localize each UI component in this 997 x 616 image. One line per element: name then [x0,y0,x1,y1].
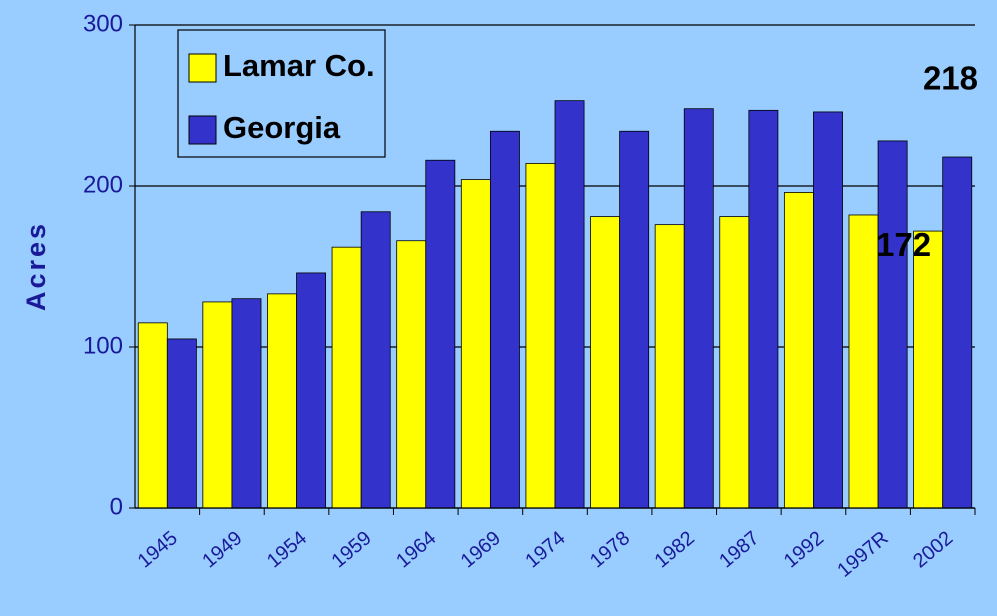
bar [783,192,814,509]
y-tick-label: 200 [83,171,123,198]
bar [654,224,685,509]
bar [619,130,650,509]
x-tick-label: 1954 [263,527,311,572]
x-tick-label: 1949 [198,527,246,572]
bar [554,100,585,509]
bar [877,140,908,509]
bar [748,109,779,509]
legend-label: Lamar Co. [223,48,375,83]
legend-swatch [188,115,217,145]
x-tick-label: 1964 [392,527,440,572]
bar [525,163,556,509]
x-tick-label: 1959 [328,527,376,572]
bar [267,293,297,509]
bar [590,216,621,509]
bar [425,159,456,509]
bar [813,111,843,509]
y-tick-label: 300 [83,10,123,37]
x-tick-label: 1978 [586,527,634,572]
y-axis-label: Acres [21,221,51,311]
bar [396,240,427,509]
x-tick-label: 2002 [909,527,957,572]
x-tick-label: 1992 [780,527,828,572]
bar [202,301,233,509]
bar [231,298,262,509]
x-tick-label: 1969 [457,527,505,572]
bar [489,130,520,509]
y-tick-label: 100 [83,332,123,359]
x-tick-label: 1974 [521,527,569,572]
x-tick-label: 1997R [833,527,892,582]
x-tick-label: 1945 [134,527,182,572]
bar [460,179,491,509]
bar [296,272,327,509]
bar [848,214,879,509]
x-tick-label: 1987 [715,527,763,572]
legend-label: Georgia [223,110,341,145]
legend-swatch [188,53,217,83]
bar [913,230,944,509]
bar [683,108,714,509]
bar [331,246,362,509]
data-label: 218 [923,60,978,97]
x-tick-label: 1982 [651,527,699,572]
bar [942,156,973,509]
bar [719,216,750,509]
y-tick-label: 0 [110,493,123,520]
bar [137,322,168,509]
bar [166,338,197,509]
bar [360,211,391,509]
data-label: 172 [876,226,931,263]
